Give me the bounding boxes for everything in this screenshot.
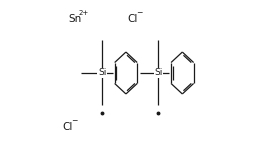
Text: 2+: 2+ [78, 10, 89, 16]
Text: Sn: Sn [69, 14, 82, 24]
Text: Cl: Cl [62, 121, 73, 132]
Text: Si: Si [98, 68, 106, 78]
Text: −: − [71, 116, 77, 125]
Text: Cl: Cl [127, 14, 138, 24]
Text: Si: Si [154, 68, 163, 78]
Text: −: − [136, 8, 143, 18]
